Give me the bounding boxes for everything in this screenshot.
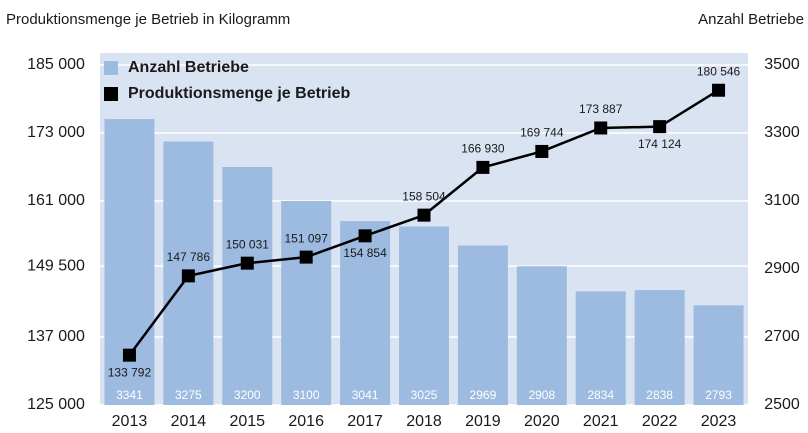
bar <box>104 119 155 405</box>
line-marker <box>240 256 254 270</box>
y2-tick-label: 2900 <box>764 260 800 277</box>
x-tick-label: 2017 <box>347 413 383 430</box>
line-value-label: 173 887 <box>579 102 623 116</box>
bar-label: 2838 <box>646 388 673 402</box>
y-tick-label: 149 500 <box>27 257 85 274</box>
line-marker <box>594 121 608 135</box>
x-tick-label: 2013 <box>112 413 148 430</box>
y2-tick-label: 3500 <box>764 56 800 73</box>
bar-label: 3025 <box>411 388 438 402</box>
y2-tick-label: 2700 <box>764 328 800 345</box>
line-value-label: 151 097 <box>284 231 328 245</box>
bar <box>516 266 567 405</box>
line-marker <box>712 83 726 97</box>
legend-swatch <box>104 61 118 75</box>
y-tick-label: 173 000 <box>27 124 85 141</box>
bar-label: 3275 <box>175 388 202 402</box>
line-marker <box>653 120 667 134</box>
x-tick-label: 2014 <box>171 413 207 430</box>
line-marker <box>299 250 313 264</box>
y2-tick-label: 3300 <box>764 124 800 141</box>
line-marker <box>476 160 490 174</box>
y2-tick-label: 3100 <box>764 192 800 209</box>
x-tick-label: 2016 <box>288 413 324 430</box>
line-marker <box>358 229 372 243</box>
y-tick-label: 185 000 <box>27 56 85 73</box>
line-marker <box>535 144 549 158</box>
bar <box>634 290 685 405</box>
bar-label: 2834 <box>587 388 614 402</box>
line-marker <box>181 269 195 283</box>
x-tick-label: 2015 <box>229 413 265 430</box>
x-tick-label: 2019 <box>465 413 501 430</box>
bar <box>457 245 508 405</box>
y2-axis-title: Anzahl Betriebe <box>698 11 804 28</box>
y-axis-title: Produktionsmenge je Betrieb in Kilogramm <box>6 11 290 28</box>
line-value-label: 169 744 <box>520 126 564 140</box>
bar <box>222 167 273 405</box>
bar-label: 2908 <box>528 388 555 402</box>
bar <box>575 291 626 405</box>
line-value-label: 147 786 <box>167 250 211 264</box>
line-value-label: 133 792 <box>108 365 152 379</box>
bar-label: 3341 <box>116 388 143 402</box>
x-tick-label: 2022 <box>642 413 678 430</box>
y-tick-label: 125 000 <box>27 396 85 413</box>
legend-label: Produktionsmenge je Betrieb <box>128 85 350 102</box>
line-value-label: 180 546 <box>697 64 741 78</box>
bar-label: 3041 <box>352 388 379 402</box>
bar-label: 2793 <box>705 388 732 402</box>
line-value-label: 166 930 <box>461 142 505 156</box>
bar-label: 3200 <box>234 388 261 402</box>
legend-swatch <box>104 87 118 101</box>
y2-tick-label: 2500 <box>764 396 800 413</box>
bar-label: 3100 <box>293 388 320 402</box>
line-value-label: 174 124 <box>638 137 682 151</box>
legend-label: Anzahl Betriebe <box>128 59 249 76</box>
line-marker <box>122 348 136 362</box>
line-value-label: 158 504 <box>402 189 446 203</box>
x-tick-label: 2023 <box>701 413 737 430</box>
bar <box>693 305 744 405</box>
bar <box>340 221 391 405</box>
bar <box>399 226 449 405</box>
x-tick-label: 2021 <box>583 413 619 430</box>
bar <box>281 201 332 405</box>
x-tick-label: 2018 <box>406 413 442 430</box>
line-value-label: 150 031 <box>226 237 270 251</box>
line-marker <box>417 208 431 222</box>
line-value-label: 154 854 <box>343 246 387 260</box>
y-tick-label: 137 000 <box>27 328 85 345</box>
y-tick-label: 161 000 <box>27 192 85 209</box>
x-tick-label: 2020 <box>524 413 560 430</box>
bar-label: 2969 <box>470 388 497 402</box>
